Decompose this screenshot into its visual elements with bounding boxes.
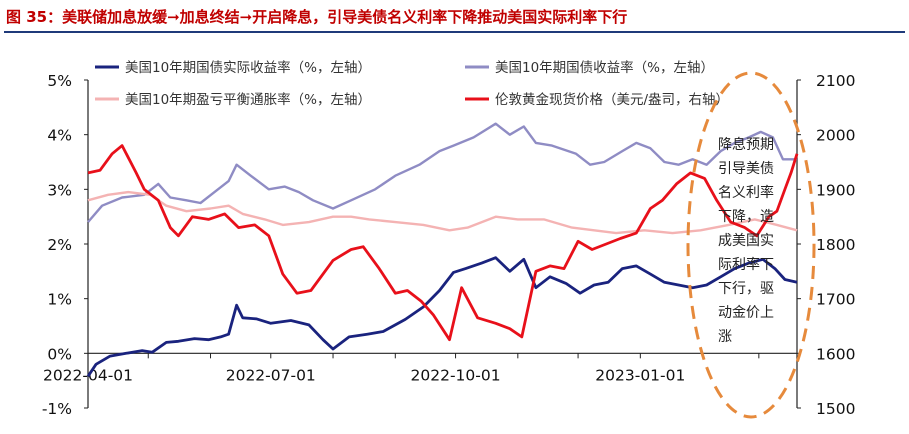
y-left-tick-label: 5% <box>47 72 72 90</box>
y-right-tick-label: 1900 <box>816 181 855 199</box>
y-right-tick-label: 1700 <box>816 291 855 309</box>
series-line-real-yield <box>86 256 798 378</box>
annotation-line: 涨 <box>718 329 732 345</box>
annotation-line: 成美国实 <box>718 233 774 249</box>
annotation-line: 下行，驱 <box>718 281 774 297</box>
y-right-tick-label: 1600 <box>816 345 855 363</box>
y-left-tick-label: -1% <box>42 400 72 418</box>
legend: 美国10年期国债实际收益率（%，左轴） 美国10年期国债收益率（%，左轴） 美国10… <box>95 59 729 108</box>
axes: -1% 0% 1% 2% 3% 4% 5% 1500 1600 1700 1800 1900 2000 2… <box>42 72 856 418</box>
series-line-gold <box>87 144 799 342</box>
legend-label-nominal-yield: 美国10年期国债收益率（%，左轴） <box>495 59 714 76</box>
y-right-tick-label: 1800 <box>816 236 855 254</box>
annotation-line: 下降，造 <box>718 209 774 225</box>
highlight-ellipse <box>686 71 816 419</box>
annotation-line: 引导美债 <box>718 161 774 177</box>
series-layer <box>86 122 799 378</box>
y-left-tick-label: 4% <box>47 127 72 145</box>
annotation-line: 名义利率 <box>718 184 774 201</box>
annotation-line: 际利率下 <box>718 256 774 273</box>
series-line-nominal-yield <box>87 122 797 223</box>
x-tick-label: 2022-10-01 <box>411 366 501 384</box>
x-tick-label: 2022-07-01 <box>226 366 316 384</box>
series-line-breakeven <box>87 190 798 235</box>
y-left-tick-label: 2% <box>47 236 72 254</box>
y-left-tick-label: 3% <box>47 181 72 199</box>
y-right-tick-label: 2100 <box>816 72 855 90</box>
x-tick-label: 2023-01-01 <box>595 366 685 384</box>
legend-label-real-yield: 美国10年期国债实际收益率（%，左轴） <box>125 59 371 76</box>
y-right-tick-label: 2000 <box>816 127 855 145</box>
y-left-tick-label: 0% <box>47 345 72 363</box>
y-left-tick-label: 1% <box>47 291 72 309</box>
annotation-line: 降息预期 <box>718 136 774 153</box>
annotation-line: 动金价上 <box>718 305 774 321</box>
legend-label-gold: 伦敦黄金现货价格（美元/盎司，右轴） <box>495 91 729 108</box>
legend-label-breakeven: 美国10年期盈亏平衡通胀率（%，左轴） <box>125 91 371 108</box>
y-right-tick-label: 1500 <box>816 400 855 418</box>
figure-title: 图 35：美联储加息放缓➞加息终结➞开启降息，引导美债名义利率下降推动美国实际利… <box>6 8 627 26</box>
